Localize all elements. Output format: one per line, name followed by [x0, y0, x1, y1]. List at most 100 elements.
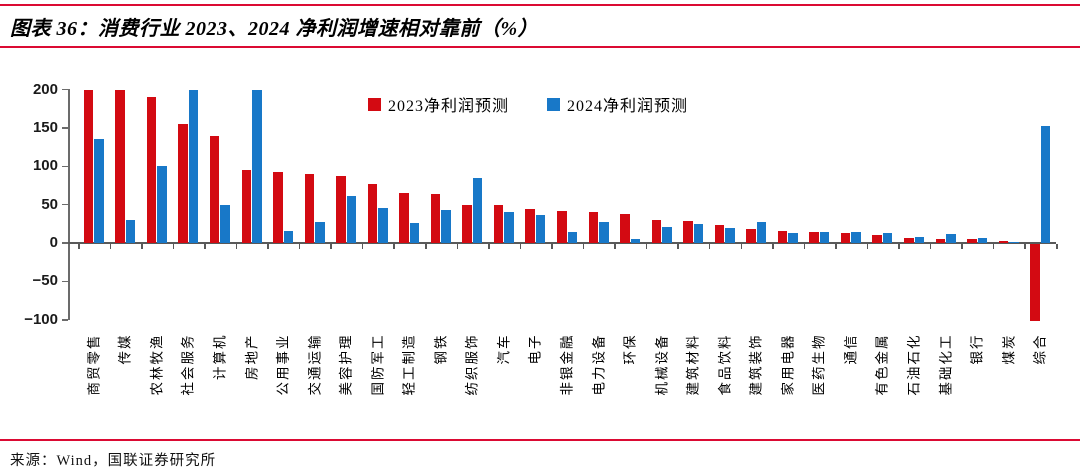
- bar-2023净利润预测-农林牧渔: [146, 97, 157, 243]
- bar-2024净利润预测-基础化工: [946, 233, 956, 243]
- bar-2024净利润预测-汽车: [504, 212, 514, 243]
- x-category-label: 机械设备: [654, 333, 670, 395]
- x-category-label: 电力设备: [591, 333, 607, 395]
- x-axis-tick: [425, 243, 427, 249]
- x-axis-tick: [582, 243, 585, 249]
- y-axis-tick: [62, 242, 68, 244]
- bar-2024净利润预测-农林牧渔: [157, 166, 167, 243]
- bar-2024净利润预测-银行: [977, 238, 988, 243]
- bar-2024净利润预测-有色金属: [882, 233, 893, 243]
- x-category-label: 交通运输: [307, 333, 323, 395]
- x-axis-tick: [645, 243, 648, 249]
- bar-2024净利润预测-美容护理: [346, 196, 357, 243]
- bar-2024净利润预测-医药生物: [819, 232, 830, 243]
- bar-2023净利润预测-煤炭: [998, 241, 1009, 243]
- bar-2023净利润预测-建筑材料: [683, 220, 693, 243]
- bar-2024净利润预测-纺织服饰: [472, 177, 483, 243]
- legend-item-2024: 2024净利润预测: [547, 92, 688, 116]
- x-category-label: 医药生物: [811, 333, 827, 395]
- bar-2024净利润预测-综合: [1040, 125, 1051, 243]
- x-category-label: 通信: [843, 333, 859, 364]
- x-category-label: 建筑材料: [685, 333, 701, 395]
- bar-2024净利润预测-计算机: [220, 204, 230, 243]
- bar-2024净利润预测-房地产: [252, 89, 262, 243]
- bar-2024净利润预测-轻工制造: [409, 223, 420, 243]
- bar-2023净利润预测-医药生物: [809, 232, 819, 243]
- bar-2024净利润预测-机械设备: [662, 226, 672, 243]
- bar-2024净利润预测-建筑装饰: [756, 222, 767, 243]
- bar-2024净利润预测-传媒: [125, 219, 136, 243]
- x-category-label: 银行: [969, 333, 985, 364]
- x-category-label: 环保: [622, 333, 638, 364]
- x-axis-tick: [614, 243, 616, 249]
- x-axis-tick: [803, 243, 806, 249]
- x-axis-tick: [708, 243, 711, 249]
- x-category-label: 基础化工: [938, 333, 954, 395]
- x-axis-tick: [519, 243, 522, 249]
- bottom-rule: [0, 439, 1080, 441]
- x-axis-tick: [835, 243, 837, 249]
- x-category-label: 社会服务: [180, 333, 196, 395]
- bar-2023净利润预测-石油石化: [904, 237, 914, 243]
- bar-2024净利润预测-电力设备: [599, 222, 609, 243]
- x-axis-tick: [1024, 243, 1026, 249]
- legend-label-2024: 2024净利润预测: [567, 98, 689, 115]
- bar-2023净利润预测-房地产: [241, 170, 252, 243]
- x-category-label: 房地产: [244, 333, 260, 380]
- bar-2024净利润预测-食品饮料: [725, 228, 735, 243]
- x-category-label: 国防军工: [370, 333, 386, 395]
- bar-2023净利润预测-通信: [840, 233, 851, 243]
- legend-swatch-2023: [368, 97, 381, 111]
- top-rule: [0, 4, 1080, 6]
- bar-2023净利润预测-美容护理: [336, 176, 346, 243]
- y-axis-tick: [62, 127, 68, 129]
- bar-2024净利润预测-通信: [851, 232, 861, 243]
- bar-2023净利润预测-社会服务: [178, 124, 188, 243]
- bar-2023净利润预测-银行: [967, 239, 977, 243]
- x-axis-tick: [961, 243, 963, 249]
- title-separator-rule: [0, 46, 1080, 48]
- x-category-label: 石油石化: [906, 333, 922, 395]
- x-axis-tick: [677, 243, 679, 249]
- y-axis-tick: [62, 203, 68, 206]
- bar-2024净利润预测-建筑材料: [693, 223, 704, 243]
- x-axis-tick: [456, 243, 459, 249]
- bar-2024净利润预测-石油石化: [914, 236, 925, 243]
- x-axis-tick: [772, 243, 774, 249]
- bar-2023净利润预测-国防军工: [367, 183, 378, 243]
- x-axis-tick: [298, 243, 301, 249]
- bar-2023净利润预测-有色金属: [872, 234, 882, 243]
- x-category-label: 有色金属: [874, 333, 890, 395]
- bar-2023净利润预测-钢铁: [430, 193, 441, 243]
- x-category-label: 传媒: [117, 333, 133, 364]
- y-tick-label: 50: [41, 195, 58, 213]
- y-tick-label: 100: [32, 157, 58, 175]
- x-axis-tick: [551, 243, 553, 249]
- y-axis-tick: [62, 165, 68, 167]
- y-tick-label: −100: [24, 310, 58, 328]
- x-category-label: 汽车: [496, 333, 512, 364]
- bar-2023净利润预测-交通运输: [304, 173, 315, 243]
- y-axis-line: [68, 89, 70, 320]
- y-tick-label: −50: [32, 272, 58, 290]
- x-category-label: 农林牧渔: [149, 333, 165, 395]
- x-axis-tick: [109, 243, 112, 249]
- y-axis-tick: [62, 280, 68, 283]
- source-note: 来源：Wind，国联证券研究所: [10, 453, 217, 469]
- x-category-label: 纺织服饰: [464, 333, 480, 395]
- bar-2023净利润预测-计算机: [209, 136, 220, 243]
- x-axis-tick: [330, 243, 332, 249]
- bar-2024净利润预测-国防军工: [378, 208, 388, 243]
- x-axis-tick: [393, 243, 395, 249]
- x-axis-line: [68, 242, 1056, 244]
- x-category-label: 综合: [1032, 333, 1048, 364]
- bar-2023净利润预测-商贸零售: [83, 89, 94, 243]
- bar-2024净利润预测-公用事业: [283, 231, 294, 243]
- x-category-label: 计算机: [212, 333, 228, 380]
- bar-2024净利润预测-煤炭: [1009, 242, 1019, 244]
- x-axis-tick: [488, 243, 490, 249]
- bar-2023净利润预测-公用事业: [273, 171, 283, 243]
- x-category-label: 煤炭: [1001, 333, 1017, 364]
